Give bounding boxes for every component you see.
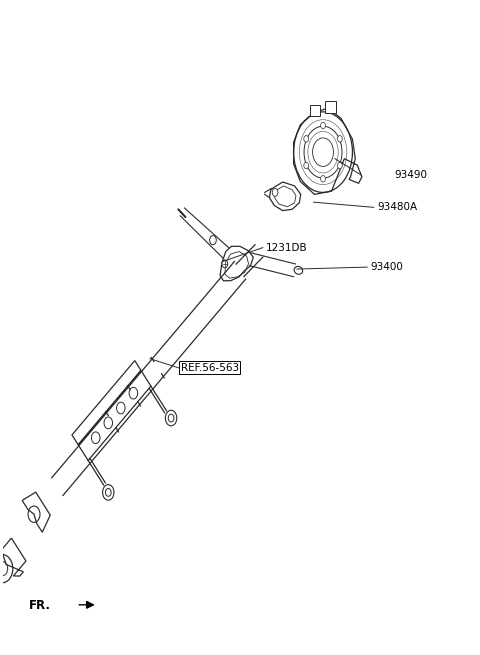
Circle shape [312,138,334,166]
Text: 93490: 93490 [394,170,427,180]
Ellipse shape [294,267,302,274]
Circle shape [294,112,352,193]
Circle shape [210,236,216,245]
Circle shape [222,260,228,268]
Circle shape [272,189,278,196]
Circle shape [304,136,309,142]
Polygon shape [269,182,301,211]
Text: 93480A: 93480A [378,202,418,212]
Text: 93400: 93400 [371,262,403,272]
Text: 1231DB: 1231DB [266,242,308,253]
Circle shape [337,136,342,142]
Text: REF.56-563: REF.56-563 [180,363,239,373]
Bar [325,102,336,113]
Text: FR.: FR. [29,599,51,612]
Circle shape [321,176,325,182]
Circle shape [321,122,325,129]
Circle shape [337,162,342,169]
Circle shape [304,126,342,178]
Bar [310,105,320,117]
Circle shape [304,162,309,169]
